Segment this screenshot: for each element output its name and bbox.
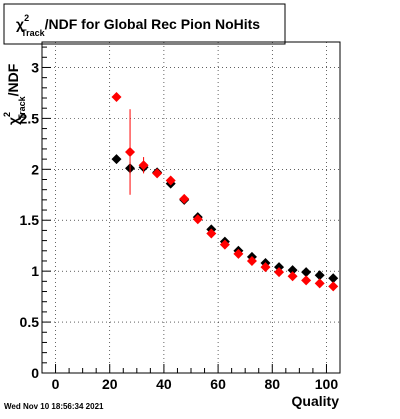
- y-tick-label-0: 0: [31, 365, 39, 381]
- x-tick-label-1: 20: [102, 376, 118, 392]
- x-axis-label: Quality: [292, 393, 340, 409]
- marker-s1-p15: [314, 278, 325, 289]
- marker-s1-p2: [138, 160, 149, 171]
- y-tick-label-4: 2: [31, 161, 39, 177]
- marker-s1-p13: [287, 271, 298, 282]
- y-tick-label-6: 3: [31, 59, 39, 75]
- x-tick-label-4: 80: [264, 376, 280, 392]
- title-sub: Track: [21, 28, 46, 38]
- marker-s1-p10: [246, 255, 257, 266]
- marker-s1-p11: [260, 262, 271, 273]
- marker-s0-p12: [274, 262, 285, 273]
- title-box: χ2 Track/NDF for Global Rec Pion NoHits: [3, 3, 286, 45]
- x-tick-label-5: 100: [315, 376, 339, 392]
- marker-s1-p6: [192, 214, 203, 225]
- y-axis-label-group: χ2 Track/NDF: [2, 63, 27, 125]
- marker-s1-p5: [179, 193, 190, 204]
- ylabel-suffix: /NDF: [5, 63, 21, 96]
- x-tick-label-0: 0: [52, 376, 60, 392]
- chart-title: χ2 Track/NDF for Global Rec Pion NoHits: [16, 13, 260, 38]
- marker-s1-p4: [165, 175, 176, 186]
- x-tick-label-3: 60: [210, 376, 226, 392]
- marker-s1-p0: [111, 91, 122, 102]
- data-markers: [111, 91, 339, 292]
- title-suffix: /NDF for Global Rec Pion NoHits: [45, 16, 261, 32]
- title-sup: 2: [24, 13, 29, 23]
- y-tick-label-2: 1: [31, 263, 39, 279]
- marker-s0-p15: [314, 270, 325, 281]
- marker-s1-p16: [328, 281, 339, 292]
- plot-frame: [41, 41, 341, 374]
- marker-s1-p9: [233, 248, 244, 259]
- marker-s1-p3: [152, 168, 163, 179]
- title-prefix: χ: [16, 16, 24, 32]
- marker-s0-p0: [111, 154, 122, 165]
- timestamp: Wed Nov 10 18:56:34 2021: [4, 402, 104, 411]
- marker-s0-p13: [287, 265, 298, 276]
- ylabel-sub: Track: [17, 95, 27, 120]
- ylabel-prefix: χ: [5, 117, 21, 125]
- tick-labels: 0 20 40 60 80 100 0 0.5 1 1.5 2 2.5 3: [20, 59, 339, 392]
- y-tick-label-3: 1.5: [20, 212, 40, 228]
- marker-s0-p14: [301, 267, 312, 278]
- marker-s1-p12: [274, 267, 285, 278]
- ylabel-sup: 2: [2, 112, 12, 117]
- marker-s1-p1: [125, 146, 136, 157]
- y-tick-label-1: 0.5: [20, 314, 40, 330]
- marker-s1-p8: [219, 239, 230, 250]
- grid-lines: [42, 42, 340, 373]
- axis-ticks: [41, 46, 341, 374]
- y-tick-label-5: 2.5: [20, 110, 40, 126]
- marker-s0-p16: [328, 273, 339, 284]
- marker-s1-p14: [301, 275, 312, 286]
- y-axis-label: χ2 Track/NDF: [2, 63, 27, 125]
- marker-s1-p7: [206, 228, 217, 239]
- x-tick-label-2: 40: [156, 376, 172, 392]
